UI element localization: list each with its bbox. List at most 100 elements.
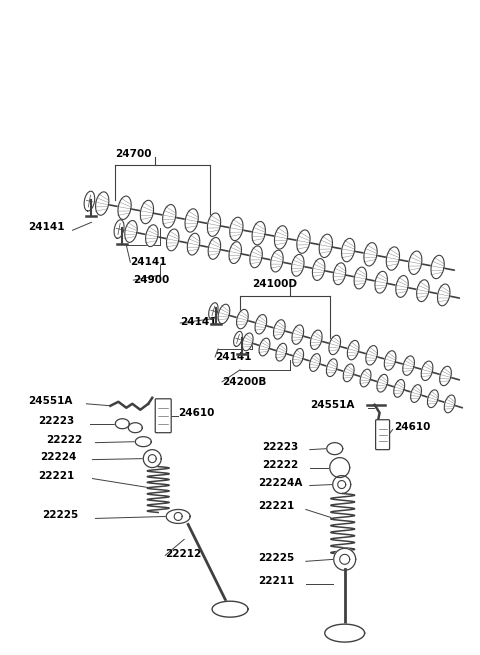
Polygon shape — [417, 280, 429, 301]
Text: 22225: 22225 — [43, 510, 79, 521]
Polygon shape — [276, 343, 287, 361]
Polygon shape — [230, 217, 243, 240]
Polygon shape — [333, 263, 346, 285]
Polygon shape — [408, 251, 422, 274]
Polygon shape — [329, 335, 340, 354]
Polygon shape — [237, 309, 248, 329]
Polygon shape — [325, 624, 365, 642]
Polygon shape — [292, 325, 304, 345]
Polygon shape — [145, 225, 158, 246]
Polygon shape — [319, 234, 333, 257]
Text: 24200B: 24200B — [222, 377, 266, 387]
Polygon shape — [250, 246, 263, 268]
Polygon shape — [128, 422, 142, 433]
Polygon shape — [343, 364, 354, 382]
Polygon shape — [311, 330, 322, 350]
Polygon shape — [166, 510, 190, 523]
Text: 24900: 24900 — [133, 275, 169, 285]
Polygon shape — [174, 512, 182, 521]
Text: 24141: 24141 — [215, 352, 252, 362]
Polygon shape — [421, 361, 433, 381]
Text: 22221: 22221 — [258, 502, 294, 512]
Polygon shape — [185, 209, 198, 232]
Polygon shape — [366, 346, 377, 365]
Text: 24141: 24141 — [130, 257, 167, 267]
FancyBboxPatch shape — [376, 420, 390, 449]
Polygon shape — [96, 192, 109, 215]
Text: 24700: 24700 — [115, 149, 152, 160]
Polygon shape — [394, 379, 405, 397]
Polygon shape — [242, 333, 253, 350]
Text: 22224: 22224 — [41, 451, 77, 462]
Polygon shape — [297, 230, 310, 253]
Polygon shape — [275, 226, 288, 249]
Text: 24141: 24141 — [180, 317, 216, 327]
Polygon shape — [431, 255, 444, 278]
Polygon shape — [334, 548, 356, 571]
Text: 22212: 22212 — [165, 550, 202, 559]
Polygon shape — [327, 443, 343, 455]
Polygon shape — [118, 196, 131, 219]
Text: 24610: 24610 — [178, 408, 215, 418]
Polygon shape — [167, 229, 179, 251]
Polygon shape — [84, 191, 95, 211]
Polygon shape — [140, 200, 154, 224]
Polygon shape — [148, 455, 156, 462]
Polygon shape — [340, 554, 350, 565]
Text: 24610: 24610 — [395, 422, 431, 432]
Text: 22223: 22223 — [262, 441, 298, 452]
Polygon shape — [212, 601, 248, 617]
Polygon shape — [187, 233, 200, 255]
Text: 24551A: 24551A — [310, 400, 354, 410]
Polygon shape — [348, 341, 359, 360]
Polygon shape — [384, 350, 396, 370]
Polygon shape — [444, 395, 455, 413]
Text: 22222: 22222 — [47, 435, 83, 445]
Polygon shape — [259, 338, 270, 356]
Text: 22222: 22222 — [262, 460, 298, 470]
Text: 22224A: 22224A — [258, 477, 302, 487]
Polygon shape — [207, 213, 221, 236]
Polygon shape — [403, 356, 414, 375]
Text: 24141: 24141 — [29, 222, 65, 233]
Polygon shape — [375, 271, 387, 293]
Polygon shape — [437, 284, 450, 306]
Polygon shape — [135, 437, 151, 447]
Polygon shape — [293, 348, 303, 366]
Polygon shape — [342, 238, 355, 262]
Polygon shape — [274, 320, 285, 339]
Polygon shape — [310, 354, 321, 371]
Polygon shape — [396, 276, 408, 297]
Text: 22221: 22221 — [38, 470, 75, 481]
Polygon shape — [218, 304, 230, 324]
Text: 22211: 22211 — [258, 576, 294, 586]
Polygon shape — [291, 254, 304, 276]
Polygon shape — [163, 204, 176, 228]
Polygon shape — [360, 369, 371, 387]
Polygon shape — [209, 303, 218, 319]
Polygon shape — [330, 458, 350, 477]
Polygon shape — [252, 221, 265, 245]
Text: 22225: 22225 — [258, 553, 294, 563]
Polygon shape — [326, 359, 337, 377]
Polygon shape — [144, 449, 161, 468]
Polygon shape — [428, 390, 438, 407]
Polygon shape — [364, 242, 377, 266]
Polygon shape — [410, 384, 421, 402]
Polygon shape — [354, 267, 367, 289]
Polygon shape — [312, 259, 325, 280]
Text: 24100D: 24100D — [252, 279, 297, 289]
Text: 24551A: 24551A — [29, 396, 73, 406]
Polygon shape — [386, 247, 399, 271]
Polygon shape — [125, 221, 137, 242]
FancyBboxPatch shape — [155, 399, 171, 433]
Polygon shape — [229, 242, 241, 263]
Polygon shape — [338, 481, 346, 489]
Polygon shape — [115, 419, 129, 429]
Polygon shape — [377, 375, 388, 392]
Polygon shape — [271, 250, 283, 272]
Text: 22223: 22223 — [38, 416, 75, 426]
Polygon shape — [114, 220, 124, 238]
Polygon shape — [440, 366, 451, 386]
Polygon shape — [234, 331, 242, 346]
